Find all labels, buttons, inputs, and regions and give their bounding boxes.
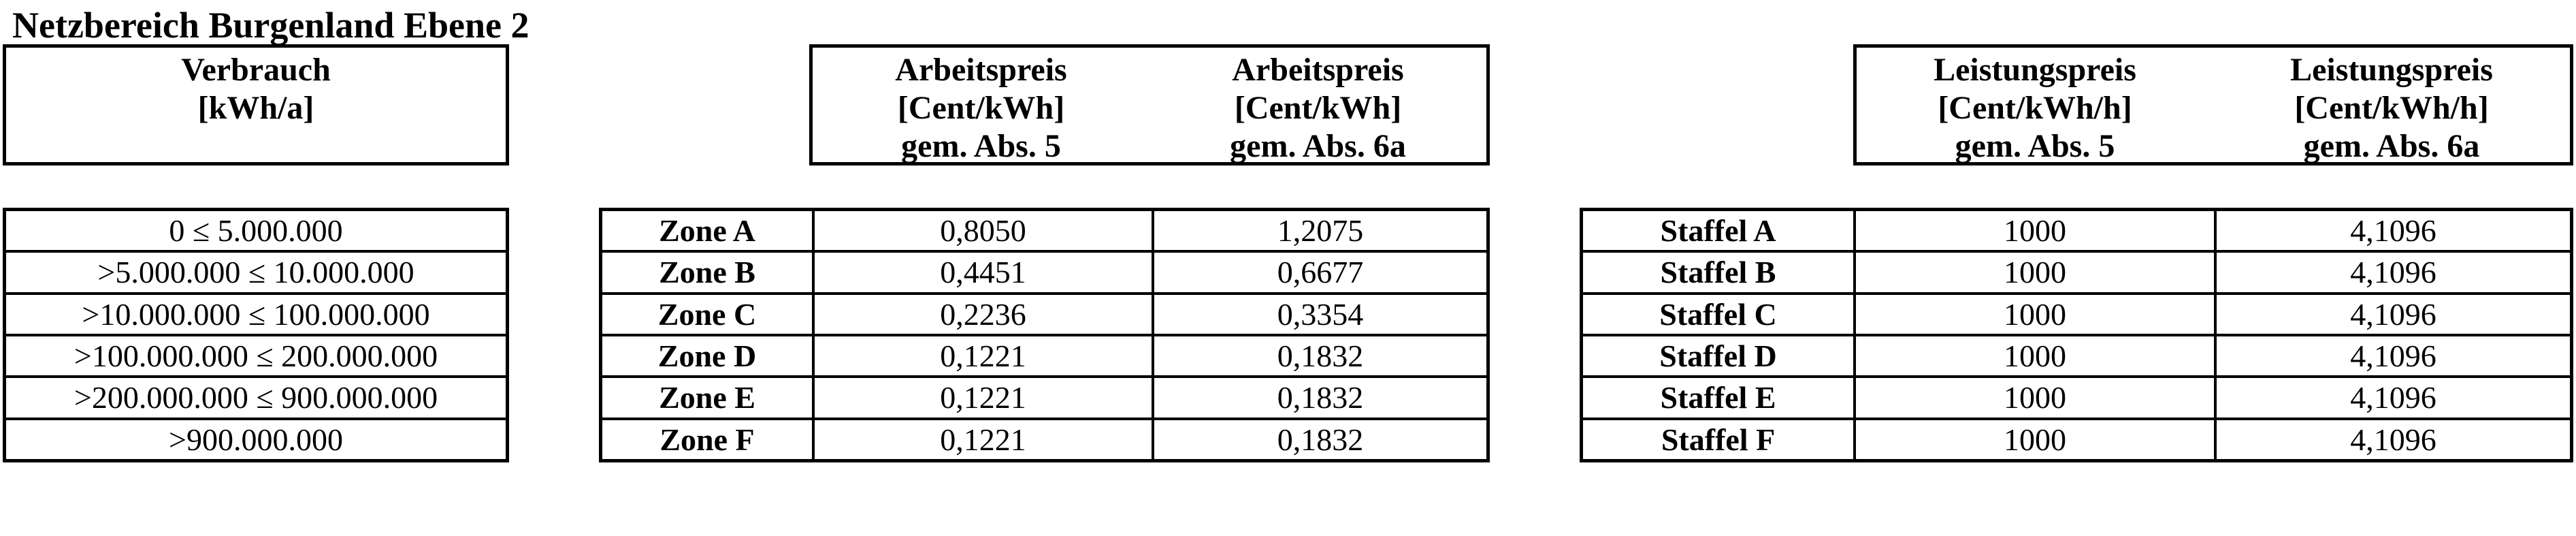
arbeitspreis-header-box: Arbeitspreis [Cent/kWh] gem. Abs. 5 Arbe…	[809, 44, 1490, 165]
arbeitspreis-header-abs5-unit: [Cent/kWh]	[897, 90, 1065, 126]
arbeitspreis-abs6a-cell: 0,1832	[1152, 378, 1486, 417]
arbeitspreis-header-abs6a: Arbeitspreis [Cent/kWh] gem. Abs. 6a	[1150, 48, 1486, 164]
verbrauch-range-cell: >900.000.000	[169, 422, 343, 457]
leistungspreis-header-abs5-unit: [Cent/kWh/h]	[1938, 90, 2132, 126]
staffel-label-cell: Staffel B	[1660, 255, 1776, 290]
leistungspreis-abs5-cell: 1000	[1853, 336, 2214, 376]
arbeitspreis-abs5-cell: 0,8050	[812, 211, 1152, 251]
verbrauch-header: Verbrauch [kWh/a]	[6, 48, 506, 162]
zone-label-cell: Zone E	[659, 380, 755, 415]
leistungspreis-header-abs6a: Leistungspreis [Cent/kWh/h] gem. Abs. 6a	[2213, 48, 2570, 164]
arbeitspreis-abs6a-cell: 0,6677	[1152, 253, 1486, 292]
verbrauch-table: 0 ≤ 5.000.000 >5.000.000 ≤ 10.000.000 >1…	[3, 208, 509, 462]
staffel-label-cell: Staffel F	[1661, 422, 1776, 457]
arbeitspreis-abs5-cell: 0,4451	[812, 253, 1152, 292]
verbrauch-row: >10.000.000 ≤ 100.000.000	[6, 291, 506, 334]
leistungspreis-header-abs5: Leistungspreis [Cent/kWh/h] gem. Abs. 5	[1857, 48, 2213, 164]
leistungspreis-header-abs6a-ref: gem. Abs. 6a	[2303, 128, 2480, 164]
staffel-label-cell: Staffel E	[1660, 380, 1776, 415]
staffel-row: Staffel E 1000 4,1096	[1583, 375, 2570, 417]
arbeitspreis-abs6a-cell: 0,3354	[1152, 294, 1486, 334]
leistungspreis-abs6a-cell: 4,1096	[2214, 253, 2570, 292]
leistungspreis-abs5-cell: 1000	[1853, 294, 2214, 334]
staffel-row: Staffel F 1000 4,1096	[1583, 417, 2570, 459]
leistungspreis-abs6a-cell: 4,1096	[2214, 211, 2570, 251]
leistungspreis-header-abs6a-title: Leistungspreis	[2290, 52, 2493, 88]
verbrauch-row: >900.000.000	[6, 417, 506, 459]
page-title: Netzbereich Burgenland Ebene 2	[12, 5, 529, 46]
zone-row: Zone F 0,1221 0,1832	[602, 417, 1486, 459]
verbrauch-row: >100.000.000 ≤ 200.000.000	[6, 333, 506, 375]
verbrauch-header-unit: [kWh/a]	[197, 90, 314, 126]
leistungspreis-abs5-cell: 1000	[1853, 378, 2214, 417]
zone-row: Zone A 0,8050 1,2075	[602, 211, 1486, 251]
zone-label-cell: Zone A	[659, 213, 755, 249]
arbeitspreis-header-abs5-title: Arbeitspreis	[895, 52, 1067, 88]
verbrauch-range-cell: >100.000.000 ≤ 200.000.000	[74, 338, 438, 374]
arbeitspreis-abs6a-cell: 0,1832	[1152, 336, 1486, 376]
staffel-row: Staffel B 1000 4,1096	[1583, 250, 2570, 292]
arbeitspreis-table: Zone A 0,8050 1,2075 Zone B 0,4451 0,667…	[599, 208, 1490, 462]
leistungspreis-abs5-cell: 1000	[1853, 211, 2214, 251]
staffel-row: Staffel D 1000 4,1096	[1583, 333, 2570, 376]
verbrauch-range-cell: >10.000.000 ≤ 100.000.000	[82, 296, 430, 332]
staffel-row: Staffel A 1000 4,1096	[1583, 211, 2570, 251]
leistungspreis-abs6a-cell: 4,1096	[2214, 420, 2570, 459]
zone-row: Zone C 0,2236 0,3354	[602, 291, 1486, 334]
staffel-row: Staffel C 1000 4,1096	[1583, 291, 2570, 334]
arbeitspreis-abs5-cell: 0,1221	[812, 420, 1152, 459]
verbrauch-row: 0 ≤ 5.000.000	[6, 211, 506, 250]
verbrauch-range-cell: >5.000.000 ≤ 10.000.000	[97, 255, 414, 290]
zone-label-cell: Zone B	[659, 255, 755, 290]
zone-label-cell: Zone F	[659, 422, 755, 457]
arbeitspreis-abs6a-cell: 0,1832	[1152, 420, 1486, 459]
arbeitspreis-header-abs5: Arbeitspreis [Cent/kWh] gem. Abs. 5	[813, 48, 1150, 164]
staffel-label-cell: Staffel A	[1660, 213, 1776, 249]
leistungspreis-header-box: Leistungspreis [Cent/kWh/h] gem. Abs. 5 …	[1853, 44, 2573, 165]
leistungspreis-abs5-cell: 1000	[1853, 253, 2214, 292]
verbrauch-header-title: Verbrauch	[181, 52, 331, 88]
leistungspreis-table: Staffel A 1000 4,1096 Staffel B 1000 4,1…	[1580, 208, 2573, 462]
zone-label-cell: Zone D	[657, 338, 757, 374]
arbeitspreis-header-abs6a-unit: [Cent/kWh]	[1234, 90, 1402, 126]
leistungspreis-header-abs5-ref: gem. Abs. 5	[1955, 128, 2115, 164]
zone-label-cell: Zone C	[657, 296, 757, 332]
arbeitspreis-abs5-cell: 0,2236	[812, 294, 1152, 334]
verbrauch-header-box: Verbrauch [kWh/a]	[3, 44, 509, 165]
arbeitspreis-header-abs6a-ref: gem. Abs. 6a	[1230, 128, 1406, 164]
leistungspreis-header-abs5-title: Leistungspreis	[1934, 52, 2136, 88]
arbeitspreis-header-abs5-ref: gem. Abs. 5	[901, 128, 1061, 164]
leistungspreis-abs6a-cell: 4,1096	[2214, 336, 2570, 376]
leistungspreis-header-abs6a-unit: [Cent/kWh/h]	[2294, 90, 2489, 126]
verbrauch-row: >200.000.000 ≤ 900.000.000	[6, 375, 506, 417]
leistungspreis-abs5-cell: 1000	[1853, 420, 2214, 459]
staffel-label-cell: Staffel C	[1659, 296, 1777, 332]
arbeitspreis-header-abs6a-title: Arbeitspreis	[1232, 52, 1404, 88]
leistungspreis-abs6a-cell: 4,1096	[2214, 294, 2570, 334]
staffel-label-cell: Staffel D	[1659, 338, 1777, 374]
zone-row: Zone E 0,1221 0,1832	[602, 375, 1486, 417]
verbrauch-row: >5.000.000 ≤ 10.000.000	[6, 250, 506, 291]
arbeitspreis-abs5-cell: 0,1221	[812, 336, 1152, 376]
arbeitspreis-abs5-cell: 0,1221	[812, 378, 1152, 417]
zone-row: Zone D 0,1221 0,1832	[602, 333, 1486, 376]
leistungspreis-abs6a-cell: 4,1096	[2214, 378, 2570, 417]
verbrauch-range-cell: 0 ≤ 5.000.000	[169, 213, 343, 249]
zone-row: Zone B 0,4451 0,6677	[602, 250, 1486, 292]
verbrauch-range-cell: >200.000.000 ≤ 900.000.000	[74, 380, 438, 415]
arbeitspreis-abs6a-cell: 1,2075	[1152, 211, 1486, 251]
